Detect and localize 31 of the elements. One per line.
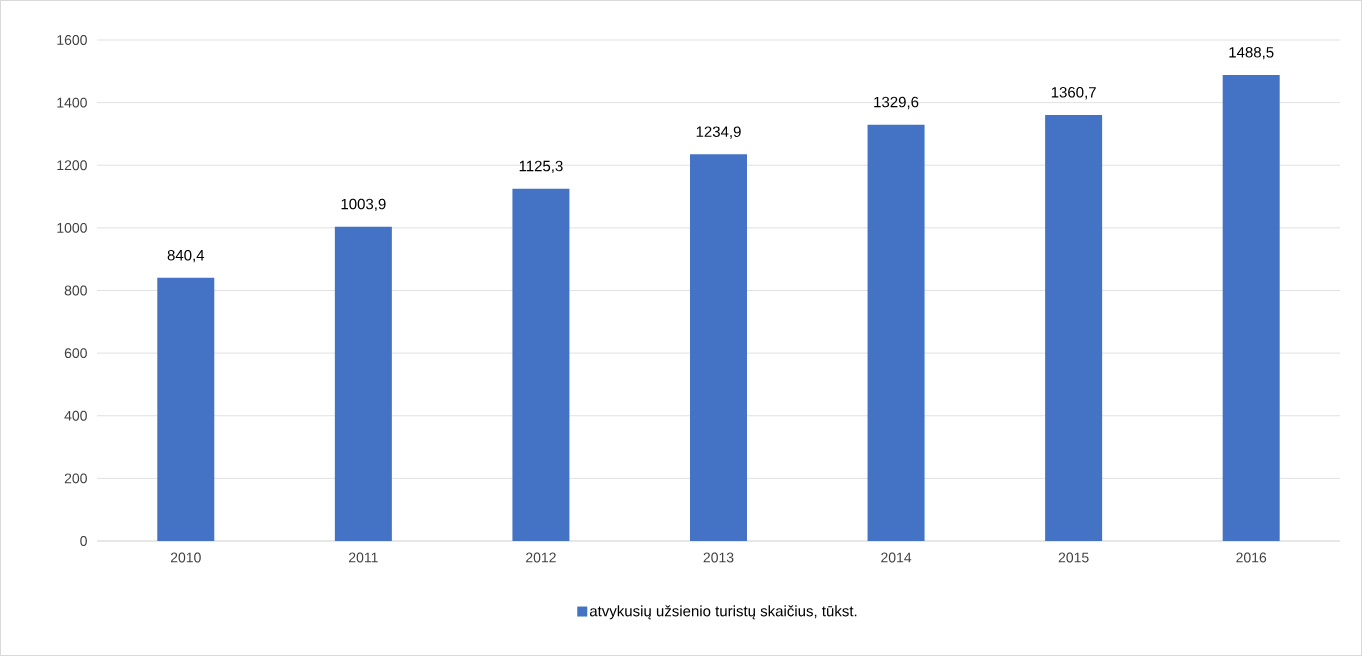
text: 1329,6 (874, 96, 919, 110)
text: 1360,7 (1051, 87, 1096, 100)
x-tick-label: 2011 (349, 552, 378, 563)
bar (1222, 74, 1280, 541)
text: 1125,3 (519, 160, 563, 174)
bar (157, 277, 215, 541)
legend-label: atvykusių užsienio turistų skaičius, tūkst. (589, 605, 857, 620)
x-tick-label: 2016 (1236, 552, 1267, 563)
bar (689, 154, 747, 541)
y-tick-label: 0 (80, 536, 87, 546)
bar (512, 188, 570, 541)
text: 1234,9 (696, 126, 741, 139)
x-tick-label: 2012 (526, 552, 556, 563)
y-tick-label: 1400 (57, 97, 87, 108)
bar (867, 124, 925, 541)
y-tick-label: 400 (64, 410, 87, 421)
x-tick-label: 2015 (1058, 552, 1089, 563)
y-tick-label: 1000 (57, 222, 87, 233)
y-tick-label: 1600 (57, 35, 87, 45)
y-tick-label: 200 (64, 473, 87, 484)
y-tick-label: 1200 (57, 160, 87, 171)
x-tick-label: 2010 (170, 552, 201, 563)
text: 1488,5 (1229, 46, 1274, 60)
text: 1003,9 (341, 198, 386, 212)
text: 840,4 (167, 249, 205, 263)
x-tick-label: 2013 (703, 552, 734, 563)
y-tick-label: 800 (64, 285, 87, 296)
x-tick-label: 2014 (881, 552, 912, 563)
bar (334, 226, 392, 541)
bar (1045, 114, 1103, 541)
y-tick-label: 600 (64, 348, 87, 359)
